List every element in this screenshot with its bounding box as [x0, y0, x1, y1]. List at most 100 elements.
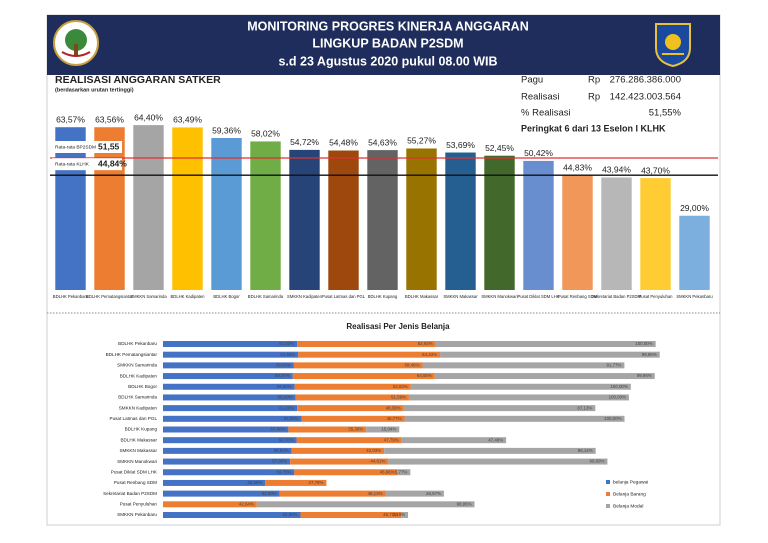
- value-label: 100,00%: [635, 341, 652, 346]
- value-label: 55,27%: [407, 136, 436, 146]
- summary-label: Pagu: [521, 75, 543, 86]
- value-label: 99,96%: [637, 373, 652, 378]
- summary-currency: Rp: [588, 92, 600, 103]
- bar-segment: [296, 437, 402, 444]
- value-label: 15,04%: [381, 427, 396, 432]
- reference-label: Rata-rata KLHK: [55, 161, 90, 167]
- bar: [640, 178, 671, 290]
- value-label: 44,83%: [563, 162, 592, 172]
- value-label: 64,40%: [134, 112, 163, 122]
- bar-segment: [297, 405, 404, 412]
- bar-segment: [298, 351, 441, 358]
- bar-segment: [385, 490, 444, 497]
- value-label: 43,70%: [641, 165, 670, 175]
- y-tick-label: Pusat Diklat SDM LHK: [111, 469, 158, 474]
- summary-amount: 51,55%: [649, 108, 682, 119]
- x-tick-label: Sekretariat Badan P2SDM: [592, 294, 642, 299]
- header-title: s.d 23 Agustus 2020 pukul 08.00 WIB: [278, 54, 497, 68]
- value-label: 61,50%: [280, 352, 295, 357]
- bar: [94, 127, 125, 290]
- bar-segment: [163, 512, 301, 518]
- y-tick-label: SMKKN Makassar: [119, 448, 157, 453]
- bar-segment: [384, 447, 596, 454]
- x-tick-label: SMKKN Makassar: [443, 294, 478, 299]
- y-tick-label: Sekretariat Badan P2SDM: [103, 491, 157, 496]
- value-label: 91,77%: [606, 363, 621, 368]
- bar-segment: [163, 383, 295, 390]
- y-tick-label: Pusat Latmas dan PGL: [110, 416, 158, 421]
- value-label: 99,60%: [590, 459, 605, 464]
- x-tick-label: Pusat Latmas dan PGL: [322, 294, 366, 299]
- bar-segment: [163, 479, 266, 486]
- value-label: 59,36%: [212, 125, 241, 135]
- value-label: 63,00%: [284, 416, 299, 421]
- value-label: 53,00%: [262, 491, 277, 496]
- legend-swatch: [606, 492, 610, 496]
- value-label: 50,42%: [524, 148, 553, 158]
- value-label: 63,57%: [56, 114, 85, 124]
- x-tick-label: SMKKN Samarinda: [130, 294, 167, 299]
- bar-segment: [404, 415, 625, 422]
- bar-segment: [388, 458, 608, 465]
- summary-currency: Rp: [588, 75, 600, 86]
- bar-segment: [163, 437, 297, 444]
- bar-segment: [163, 458, 291, 465]
- bar: [406, 148, 437, 290]
- bar-segment: [294, 383, 411, 390]
- y-tick-label: BDLHK Pekanbaru: [118, 341, 157, 346]
- bar-segment: [279, 490, 386, 497]
- x-tick-label: SMKKN Kadipaten: [287, 294, 323, 299]
- x-tick-label: BDLHK Pekanbaru: [53, 294, 89, 299]
- reference-value-label: 44,84%: [98, 158, 127, 168]
- legend-label: belanja Pegawai: [613, 479, 648, 485]
- x-tick-label: BDLHK Makassar: [405, 294, 439, 299]
- value-label: 100,00%: [604, 416, 621, 421]
- value-label: 44,61%: [370, 459, 385, 464]
- value-label: 58,50%: [274, 448, 289, 453]
- bar: [679, 215, 710, 290]
- bar: [562, 175, 593, 290]
- bar-segment: [401, 437, 507, 444]
- value-label: 63,56%: [95, 114, 124, 124]
- value-label: 62,50%: [283, 512, 298, 517]
- bar: [445, 152, 476, 290]
- bar-segment: [163, 501, 257, 508]
- bar-segment: [408, 394, 629, 401]
- bar-segment: [401, 512, 409, 518]
- summary: Pagu Rp 276.286.386.000 Realisasi Rp 142…: [521, 75, 682, 134]
- value-label: 43,94%: [602, 165, 631, 175]
- summary-rank: Peringkat 6 dari 13 Eselon I KLHK: [521, 123, 666, 133]
- bar-segment: [291, 447, 385, 454]
- bar: [601, 177, 632, 290]
- value-label: 54,72%: [290, 137, 319, 147]
- value-label: 3,18%: [393, 512, 406, 517]
- bar-segment: [422, 362, 625, 369]
- bar-segment: [265, 479, 327, 486]
- bar-segment: [163, 341, 298, 347]
- chart-subtitle: (berdasarkan urutan tertinggi): [55, 87, 134, 93]
- y-tick-label: BDLHK Makassar: [120, 437, 157, 442]
- bar-segment: [300, 512, 402, 518]
- bar: [328, 150, 359, 290]
- header-title: MONITORING PROGRES KINERJA ANGGARAN: [247, 19, 529, 33]
- reference-label-box: [52, 158, 122, 171]
- x-tick-label: Pusat Renbang SDM: [558, 294, 598, 299]
- value-label: 100,00%: [610, 384, 627, 389]
- y-tick-label: BDLHK Kadipaten: [120, 373, 158, 378]
- y-tick-label: SMKKN Manokwari: [117, 459, 157, 464]
- bar-segment: [163, 394, 296, 401]
- value-label: 59,80%: [277, 384, 292, 389]
- value-label: 61,00%: [279, 341, 294, 346]
- x-tick-label: BDLHK Bogor: [213, 294, 240, 299]
- value-label: 53,69%: [446, 140, 475, 150]
- value-label: 46,77%: [387, 416, 402, 421]
- legend-swatch: [606, 480, 610, 484]
- bar-segment: [397, 469, 411, 476]
- bar-segment: [293, 362, 423, 369]
- value-label: 59,70%: [276, 469, 291, 474]
- summary-amount: 276.286.386.000: [610, 75, 681, 86]
- value-label: 59,00%: [275, 373, 290, 378]
- value-label: 54,63%: [368, 137, 397, 147]
